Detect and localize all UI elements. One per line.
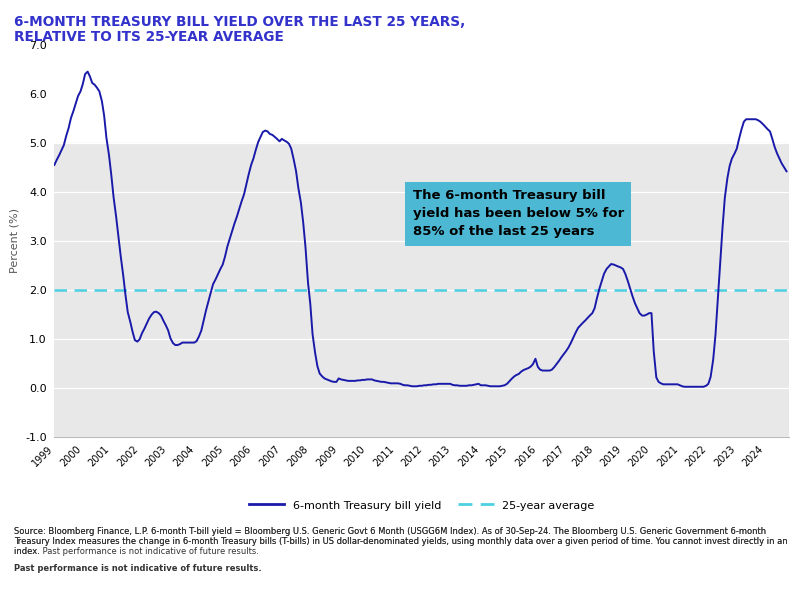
Bar xyxy=(54,143,789,437)
Y-axis label: Percent (%): Percent (%) xyxy=(10,208,19,274)
Legend: 6-month Treasury bill yield, 25-year average: 6-month Treasury bill yield, 25-year ave… xyxy=(249,500,594,511)
Text: 6-MONTH TREASURY BILL YIELD OVER THE LAST 25 YEARS,: 6-MONTH TREASURY BILL YIELD OVER THE LAS… xyxy=(14,15,466,29)
Text: RELATIVE TO ITS 25-YEAR AVERAGE: RELATIVE TO ITS 25-YEAR AVERAGE xyxy=(14,30,284,44)
Text: Past performance is not indicative of future results.: Past performance is not indicative of fu… xyxy=(14,564,262,573)
Text: Source: Bloomberg Finance, L.P. 6-month T-bill yield = Bloomberg U.S. Generic Go: Source: Bloomberg Finance, L.P. 6-month … xyxy=(14,527,788,556)
Text: The 6-month Treasury bill
yield has been below 5% for
85% of the last 25 years: The 6-month Treasury bill yield has been… xyxy=(413,189,624,239)
Text: Source: Bloomberg Finance, L.P. 6-month T-bill yield = Bloomberg U.S. Generic Go: Source: Bloomberg Finance, L.P. 6-month … xyxy=(14,527,788,556)
